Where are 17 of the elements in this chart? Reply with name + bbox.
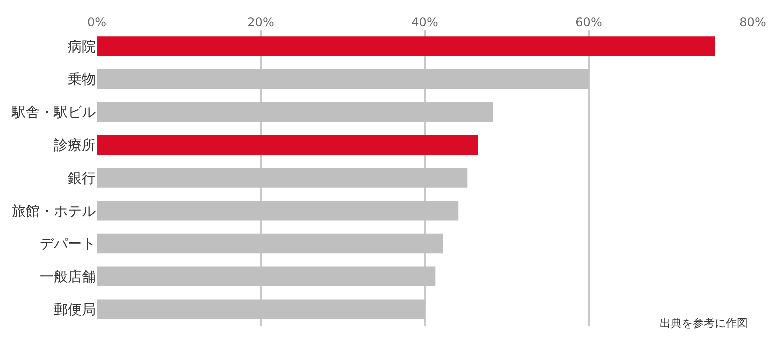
x-tick-label: 0% [87, 16, 107, 30]
x-tick-label: 60% [576, 16, 602, 30]
y-tick-label: 一般店舗 [40, 270, 96, 286]
bar [97, 135, 478, 155]
y-tick-label: 駅舎・駅ビル [11, 105, 96, 122]
annotation: 出典を参考に作図 [660, 317, 748, 330]
y-tick-label: 旅館・ホテル [12, 204, 96, 220]
y-tick-label: 乗物 [68, 72, 96, 88]
x-tick-label: 40% [412, 16, 438, 30]
y-tick-label: 銀行 [68, 170, 96, 187]
x-tick-label: 80% [740, 16, 766, 30]
y-tick-label: 病院 [68, 39, 96, 56]
x-tick-label: 20% [248, 16, 274, 30]
y-tick-label: 郵便局 [54, 302, 96, 318]
y-tick-label: デパート [40, 236, 96, 253]
bar [97, 36, 716, 56]
y-tick-label: 診療所 [54, 138, 96, 154]
